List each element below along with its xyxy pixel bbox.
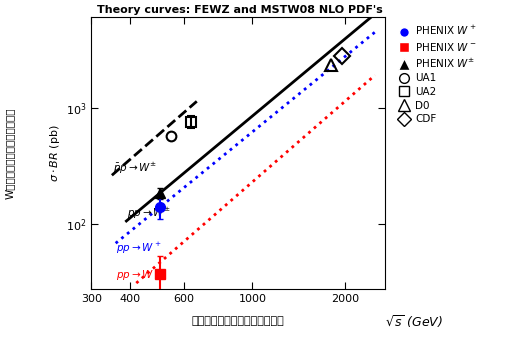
Text: 衝突エネルギー（対数目盛り）: 衝突エネルギー（対数目盛り） — [192, 316, 284, 326]
Text: $\sqrt{s}$ (GeV): $\sqrt{s}$ (GeV) — [385, 313, 443, 330]
Text: $\bar{p}p \rightarrow W^{\pm}$: $\bar{p}p \rightarrow W^{\pm}$ — [113, 161, 157, 176]
Y-axis label: $\sigma \cdot BR$ (pb): $\sigma \cdot BR$ (pb) — [48, 124, 62, 182]
Text: $pp \rightarrow W^{\pm}$: $pp \rightarrow W^{\pm}$ — [127, 206, 171, 221]
Legend: PHENIX $W^+$, PHENIX $W^-$, PHENIX $W^{\pm}$, UA1, UA2, D0, CDF: PHENIX $W^+$, PHENIX $W^-$, PHENIX $W^{\… — [395, 22, 479, 126]
Text: W粒子の発生量（対数目盛り）: W粒子の発生量（対数目盛り） — [5, 107, 15, 199]
Text: Theory curves: FEWZ and MSTW08 NLO PDF's: Theory curves: FEWZ and MSTW08 NLO PDF's — [97, 5, 383, 15]
Text: $pp \rightarrow W^+$: $pp \rightarrow W^+$ — [117, 241, 162, 256]
Text: $pp \rightarrow W^-$: $pp \rightarrow W^-$ — [117, 268, 162, 282]
